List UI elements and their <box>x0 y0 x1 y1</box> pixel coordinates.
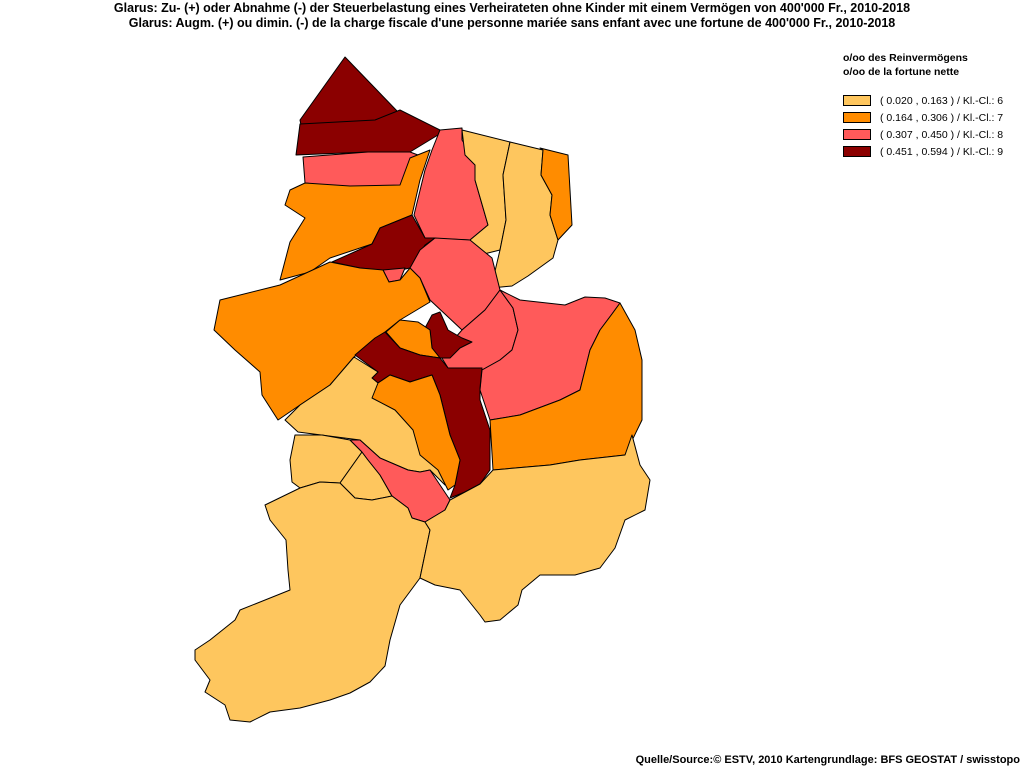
legend-label-class-6: ( 0.020 , 0.163 ) / Kl.-Cl.: 6 <box>880 95 1004 107</box>
municipality-southeast-light-large <box>419 434 651 623</box>
map-title-french: Glarus: Augm. (+) ou dimin. (-) de la ch… <box>128 16 896 30</box>
legend-title-french: o/oo de la fortune nette <box>843 66 960 78</box>
legend-swatch-class-8 <box>843 129 871 140</box>
legend-label-class-8: ( 0.307 , 0.450 ) / Kl.-Cl.: 8 <box>880 129 1004 141</box>
legend-item-class-8: ( 0.307 , 0.450 ) / Kl.-Cl.: 8 <box>843 128 1024 142</box>
legend-label-class-7: ( 0.164 , 0.306 ) / Kl.-Cl.: 7 <box>880 112 1004 124</box>
municipality-east-orange <box>489 302 643 471</box>
legend-swatch-class-9 <box>843 146 871 157</box>
legend-swatch-class-7 <box>843 112 871 123</box>
legend-title-german: o/oo des Reinvermögens <box>843 52 968 64</box>
map-title-german: Glarus: Zu- (+) oder Abnahme (-) der Ste… <box>113 1 911 15</box>
legend-item-class-7: ( 0.164 , 0.306 ) / Kl.-Cl.: 7 <box>843 111 1024 125</box>
legend-item-class-9: ( 0.451 , 0.594 ) / Kl.-Cl.: 9 <box>843 145 1024 159</box>
municipality-inner-orange <box>371 374 461 491</box>
legend-label-class-9: ( 0.451 , 0.594 ) / Kl.-Cl.: 9 <box>880 146 1004 158</box>
municipality-northeast-orange-strip <box>539 147 573 241</box>
source-credit: Quelle/Source:© ESTV, 2010 Kartengrundla… <box>635 754 1020 766</box>
legend-swatch-class-6 <box>843 95 871 106</box>
municipality-south-light-large <box>194 481 431 723</box>
legend-item-class-6: ( 0.020 , 0.163 ) / Kl.-Cl.: 6 <box>843 94 1024 108</box>
